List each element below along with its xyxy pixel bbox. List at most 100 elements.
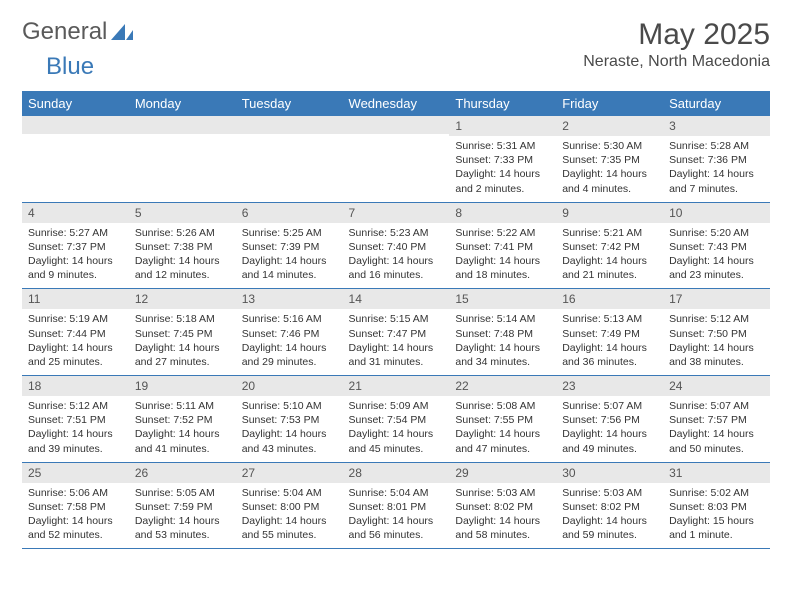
- day-line: Sunrise: 5:11 AM: [135, 399, 230, 413]
- calendar-day-cell: 23Sunrise: 5:07 AMSunset: 7:56 PMDayligh…: [556, 376, 663, 463]
- calendar-day-cell: 25Sunrise: 5:06 AMSunset: 7:58 PMDayligh…: [22, 462, 129, 549]
- day-line: Daylight: 14 hours: [562, 514, 657, 528]
- day-line: and 7 minutes.: [669, 182, 764, 196]
- day-body: Sunrise: 5:08 AMSunset: 7:55 PMDaylight:…: [449, 396, 556, 462]
- day-line: and 2 minutes.: [455, 182, 550, 196]
- calendar-day-cell: 9Sunrise: 5:21 AMSunset: 7:42 PMDaylight…: [556, 202, 663, 289]
- day-line: and 36 minutes.: [562, 355, 657, 369]
- day-line: Sunset: 7:50 PM: [669, 327, 764, 341]
- day-line: Daylight: 14 hours: [455, 167, 550, 181]
- day-line: Daylight: 14 hours: [242, 427, 337, 441]
- calendar-day-cell: 8Sunrise: 5:22 AMSunset: 7:41 PMDaylight…: [449, 202, 556, 289]
- day-line: Sunrise: 5:19 AM: [28, 312, 123, 326]
- day-line: Sunrise: 5:16 AM: [242, 312, 337, 326]
- day-line: and 50 minutes.: [669, 442, 764, 456]
- day-line: Sunset: 7:59 PM: [135, 500, 230, 514]
- calendar-day-cell: 29Sunrise: 5:03 AMSunset: 8:02 PMDayligh…: [449, 462, 556, 549]
- day-body: Sunrise: 5:23 AMSunset: 7:40 PMDaylight:…: [343, 223, 450, 289]
- logo-text-blue: Blue: [46, 53, 94, 80]
- day-number: 14: [343, 289, 450, 309]
- day-number: 31: [663, 463, 770, 483]
- day-line: Sunset: 7:46 PM: [242, 327, 337, 341]
- calendar-day-cell: 1Sunrise: 5:31 AMSunset: 7:33 PMDaylight…: [449, 116, 556, 202]
- day-number: 13: [236, 289, 343, 309]
- day-body: Sunrise: 5:28 AMSunset: 7:36 PMDaylight:…: [663, 136, 770, 202]
- day-line: Sunrise: 5:09 AM: [349, 399, 444, 413]
- day-line: Sunrise: 5:18 AM: [135, 312, 230, 326]
- day-body: Sunrise: 5:03 AMSunset: 8:02 PMDaylight:…: [449, 483, 556, 549]
- day-line: and 58 minutes.: [455, 528, 550, 542]
- day-body: Sunrise: 5:11 AMSunset: 7:52 PMDaylight:…: [129, 396, 236, 462]
- day-line: and 29 minutes.: [242, 355, 337, 369]
- calendar-day-cell: 12Sunrise: 5:18 AMSunset: 7:45 PMDayligh…: [129, 289, 236, 376]
- calendar-day-cell: 6Sunrise: 5:25 AMSunset: 7:39 PMDaylight…: [236, 202, 343, 289]
- day-line: Sunrise: 5:07 AM: [562, 399, 657, 413]
- day-line: and 21 minutes.: [562, 268, 657, 282]
- calendar-week-row: 11Sunrise: 5:19 AMSunset: 7:44 PMDayligh…: [22, 289, 770, 376]
- day-line: Sunrise: 5:28 AM: [669, 139, 764, 153]
- day-line: Sunrise: 5:15 AM: [349, 312, 444, 326]
- day-line: Sunset: 8:00 PM: [242, 500, 337, 514]
- day-number: 29: [449, 463, 556, 483]
- day-line: Sunrise: 5:23 AM: [349, 226, 444, 240]
- day-line: Sunrise: 5:05 AM: [135, 486, 230, 500]
- calendar-day-cell: 7Sunrise: 5:23 AMSunset: 7:40 PMDaylight…: [343, 202, 450, 289]
- day-number: 28: [343, 463, 450, 483]
- day-line: Daylight: 14 hours: [669, 341, 764, 355]
- day-body: Sunrise: 5:21 AMSunset: 7:42 PMDaylight:…: [556, 223, 663, 289]
- day-line: Daylight: 14 hours: [349, 427, 444, 441]
- day-line: Sunset: 7:44 PM: [28, 327, 123, 341]
- day-body: Sunrise: 5:02 AMSunset: 8:03 PMDaylight:…: [663, 483, 770, 549]
- day-number: 1: [449, 116, 556, 136]
- day-line: Sunrise: 5:04 AM: [242, 486, 337, 500]
- calendar-day-cell: 3Sunrise: 5:28 AMSunset: 7:36 PMDaylight…: [663, 116, 770, 202]
- calendar-day-cell: 11Sunrise: 5:19 AMSunset: 7:44 PMDayligh…: [22, 289, 129, 376]
- day-line: Sunrise: 5:12 AM: [669, 312, 764, 326]
- day-body: Sunrise: 5:07 AMSunset: 7:57 PMDaylight:…: [663, 396, 770, 462]
- day-number: 27: [236, 463, 343, 483]
- day-line: Sunrise: 5:27 AM: [28, 226, 123, 240]
- day-line: Sunrise: 5:31 AM: [455, 139, 550, 153]
- calendar-day-cell: 20Sunrise: 5:10 AMSunset: 7:53 PMDayligh…: [236, 376, 343, 463]
- day-line: and 27 minutes.: [135, 355, 230, 369]
- day-number: 24: [663, 376, 770, 396]
- calendar-day-cell: 28Sunrise: 5:04 AMSunset: 8:01 PMDayligh…: [343, 462, 450, 549]
- weekday-header-row: Sunday Monday Tuesday Wednesday Thursday…: [22, 91, 770, 116]
- calendar-day-cell: 18Sunrise: 5:12 AMSunset: 7:51 PMDayligh…: [22, 376, 129, 463]
- day-number: 16: [556, 289, 663, 309]
- day-line: and 59 minutes.: [562, 528, 657, 542]
- day-body: Sunrise: 5:12 AMSunset: 7:51 PMDaylight:…: [22, 396, 129, 462]
- calendar-table: Sunday Monday Tuesday Wednesday Thursday…: [22, 91, 770, 549]
- day-line: Sunset: 7:45 PM: [135, 327, 230, 341]
- day-body: Sunrise: 5:30 AMSunset: 7:35 PMDaylight:…: [556, 136, 663, 202]
- day-line: and 43 minutes.: [242, 442, 337, 456]
- calendar-day-cell: [236, 116, 343, 202]
- calendar-day-cell: 30Sunrise: 5:03 AMSunset: 8:02 PMDayligh…: [556, 462, 663, 549]
- day-line: Sunset: 7:55 PM: [455, 413, 550, 427]
- day-line: Daylight: 14 hours: [349, 254, 444, 268]
- day-line: Daylight: 14 hours: [669, 167, 764, 181]
- day-number: 30: [556, 463, 663, 483]
- logo: General: [22, 18, 137, 46]
- day-line: and 16 minutes.: [349, 268, 444, 282]
- calendar-day-cell: 19Sunrise: 5:11 AMSunset: 7:52 PMDayligh…: [129, 376, 236, 463]
- calendar-day-cell: [22, 116, 129, 202]
- day-body: [236, 134, 343, 196]
- day-line: Daylight: 14 hours: [669, 254, 764, 268]
- calendar-day-cell: 13Sunrise: 5:16 AMSunset: 7:46 PMDayligh…: [236, 289, 343, 376]
- day-body: Sunrise: 5:22 AMSunset: 7:41 PMDaylight:…: [449, 223, 556, 289]
- calendar-week-row: 1Sunrise: 5:31 AMSunset: 7:33 PMDaylight…: [22, 116, 770, 202]
- calendar-day-cell: 15Sunrise: 5:14 AMSunset: 7:48 PMDayligh…: [449, 289, 556, 376]
- calendar-day-cell: 21Sunrise: 5:09 AMSunset: 7:54 PMDayligh…: [343, 376, 450, 463]
- day-number: 4: [22, 203, 129, 223]
- day-line: Daylight: 14 hours: [669, 427, 764, 441]
- weekday-header: Sunday: [22, 91, 129, 116]
- day-line: Daylight: 14 hours: [455, 254, 550, 268]
- day-body: Sunrise: 5:09 AMSunset: 7:54 PMDaylight:…: [343, 396, 450, 462]
- day-line: Daylight: 14 hours: [28, 427, 123, 441]
- day-line: Sunset: 7:52 PM: [135, 413, 230, 427]
- day-line: and 45 minutes.: [349, 442, 444, 456]
- day-number: 19: [129, 376, 236, 396]
- day-line: Sunset: 7:58 PM: [28, 500, 123, 514]
- calendar-day-cell: 17Sunrise: 5:12 AMSunset: 7:50 PMDayligh…: [663, 289, 770, 376]
